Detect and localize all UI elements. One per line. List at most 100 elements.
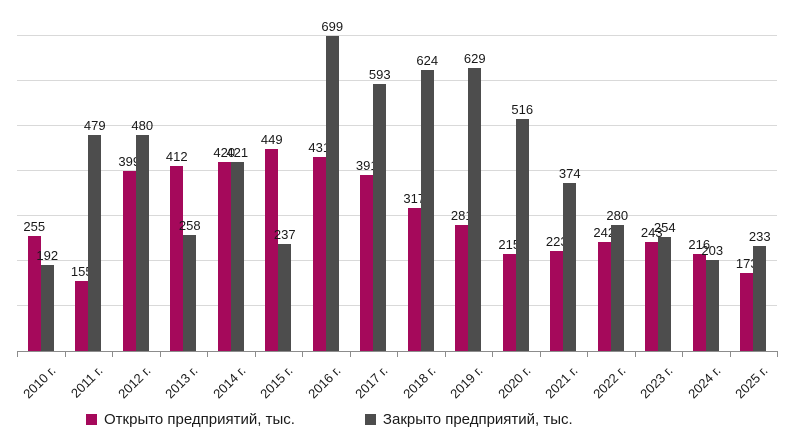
category-group-2024: 216 203 bbox=[682, 36, 730, 351]
data-label-opened-2020: 215 bbox=[498, 237, 521, 253]
x-axis-label-2022: 2022 г. bbox=[589, 363, 629, 402]
data-label-opened-2021: 223 bbox=[545, 233, 568, 249]
axis-tick bbox=[254, 352, 256, 357]
axis-tick bbox=[444, 352, 446, 357]
bar-opened-2015: 449 bbox=[261, 132, 283, 351]
data-label-opened-2018: 317 bbox=[403, 191, 426, 207]
bar-closed-2012: 480 bbox=[131, 118, 153, 351]
legend-item-opened: Открыто предприятий, тыс. bbox=[86, 411, 295, 428]
axis-tick bbox=[112, 352, 113, 357]
data-label-opened-2023: 243 bbox=[640, 224, 663, 240]
axis-tick bbox=[587, 352, 588, 357]
data-label-opened-2019: 281 bbox=[450, 207, 473, 223]
axis-tick bbox=[634, 352, 636, 357]
category-group-2012: 399 480 bbox=[112, 36, 160, 351]
bar-closed-2016: 699 bbox=[321, 19, 343, 351]
bar-closed-2018: 624 bbox=[416, 53, 438, 351]
axis-tick bbox=[492, 352, 493, 357]
categories-row: 255 192 155 479 399 480 412 258 420 421 449 237 431 6… bbox=[17, 19, 778, 351]
data-label-opened-2013: 412 bbox=[165, 148, 188, 164]
bar-closed-2024: 203 bbox=[701, 243, 723, 351]
gridline-600 bbox=[17, 80, 777, 81]
data-label-opened-2025: 173 bbox=[735, 256, 758, 272]
bar-closed-2017: 593 bbox=[369, 67, 391, 351]
data-label-opened-2014: 420 bbox=[213, 145, 236, 160]
x-axis-label-2018: 2018 г. bbox=[399, 363, 439, 402]
gridline-500 bbox=[17, 125, 777, 126]
bar-opened-2021: 223 bbox=[546, 234, 568, 351]
bar-closed-2020: 516 bbox=[511, 102, 533, 351]
axis-tick bbox=[17, 352, 18, 357]
bar-opened-2011: 155 bbox=[71, 264, 93, 351]
bar-closed-2011: 479 bbox=[84, 118, 106, 351]
axis-tick bbox=[64, 352, 66, 357]
axis-tick bbox=[729, 352, 731, 357]
category-group-2022: 242 280 bbox=[587, 36, 635, 351]
data-label-closed-2018: 624 bbox=[416, 53, 439, 69]
x-axis-label-2020: 2020 г. bbox=[494, 363, 534, 402]
category-group-2025: 173 233 bbox=[730, 36, 778, 351]
bar-opened-2025: 173 bbox=[736, 256, 758, 351]
axis-tick bbox=[207, 352, 208, 357]
category-group-2017: 391 593 bbox=[350, 36, 398, 351]
data-label-closed-2016: 699 bbox=[321, 19, 344, 35]
bar-opened-2022: 242 bbox=[593, 225, 615, 351]
category-group-2020: 215 516 bbox=[492, 36, 540, 351]
legend-label-opened: Открыто предприятий, тыс. bbox=[104, 411, 295, 428]
category-group-2010: 255 192 bbox=[17, 36, 65, 351]
data-label-opened-2024: 216 bbox=[688, 236, 711, 252]
x-axis bbox=[17, 351, 778, 357]
x-axis-label-2023: 2023 г. bbox=[637, 363, 676, 402]
gridline-400 bbox=[17, 170, 777, 171]
legend-label-closed: Закрыто предприятий, тыс. bbox=[382, 411, 573, 428]
axis-tick bbox=[777, 352, 778, 357]
bar-opened-2013: 412 bbox=[166, 149, 188, 351]
x-axis-label-2011: 2011 г. bbox=[68, 363, 106, 401]
x-axis-label-2024: 2024 г. bbox=[684, 363, 724, 402]
x-axis-label-2015: 2015 г. bbox=[257, 363, 296, 402]
category-group-2016: 431 699 bbox=[302, 19, 350, 351]
axis-tick bbox=[302, 352, 303, 357]
data-label-opened-2022: 242 bbox=[593, 225, 616, 241]
x-axis-label-2016: 2016 г. bbox=[304, 363, 344, 402]
bar-closed-2023: 254 bbox=[654, 220, 676, 351]
axis-tick bbox=[539, 352, 541, 357]
data-label-closed-2011: 479 bbox=[83, 118, 106, 134]
bar-closed-2010: 192 bbox=[36, 248, 58, 351]
data-label-opened-2016: 431 bbox=[308, 140, 331, 156]
bar-opened-2018: 317 bbox=[403, 191, 425, 351]
bar-opened-2020: 215 bbox=[498, 237, 520, 351]
bar-opened-2014: 420 bbox=[213, 145, 235, 351]
bar-opened-2016: 431 bbox=[308, 140, 330, 351]
x-axis-label-2012: 2012 г. bbox=[114, 363, 154, 402]
data-label-closed-2015: 237 bbox=[273, 227, 296, 243]
bar-opened-2023: 243 bbox=[641, 225, 663, 351]
bar-closed-2014: 421 bbox=[226, 145, 248, 351]
category-group-2019: 281 629 bbox=[445, 36, 493, 351]
category-group-2021: 223 374 bbox=[540, 36, 588, 351]
axis-tick bbox=[397, 352, 398, 357]
x-axis-label-2010: 2010 г. bbox=[19, 363, 59, 402]
data-label-closed-2021: 374 bbox=[558, 165, 581, 181]
category-group-2018: 317 624 bbox=[397, 36, 445, 351]
bar-opened-2012: 399 bbox=[118, 154, 140, 351]
category-group-2015: 449 237 bbox=[255, 36, 303, 351]
x-axis-label-2013: 2013 г. bbox=[162, 363, 201, 402]
data-label-closed-2013: 258 bbox=[178, 217, 201, 233]
bar-closed-2022: 280 bbox=[606, 208, 628, 351]
gridline-300 bbox=[17, 215, 777, 216]
category-group-2023: 243 254 bbox=[635, 36, 683, 351]
bar-closed-2015: 237 bbox=[274, 227, 296, 351]
data-label-closed-2017: 593 bbox=[368, 67, 391, 83]
x-axis-label-2017: 2017 г. bbox=[352, 363, 391, 402]
x-axis-label-2025: 2025 г. bbox=[732, 363, 771, 402]
bar-closed-2019: 629 bbox=[464, 51, 486, 351]
data-label-opened-2010: 255 bbox=[23, 219, 46, 235]
legend: Открыто предприятий, тыс. Закрыто предпр… bbox=[86, 411, 573, 428]
category-group-2014: 420 421 bbox=[207, 36, 255, 351]
x-axis-label-2019: 2019 г. bbox=[447, 363, 486, 402]
data-label-closed-2014: 421 bbox=[226, 144, 249, 160]
data-label-opened-2012: 399 bbox=[118, 154, 141, 170]
data-label-closed-2012: 480 bbox=[131, 118, 154, 133]
